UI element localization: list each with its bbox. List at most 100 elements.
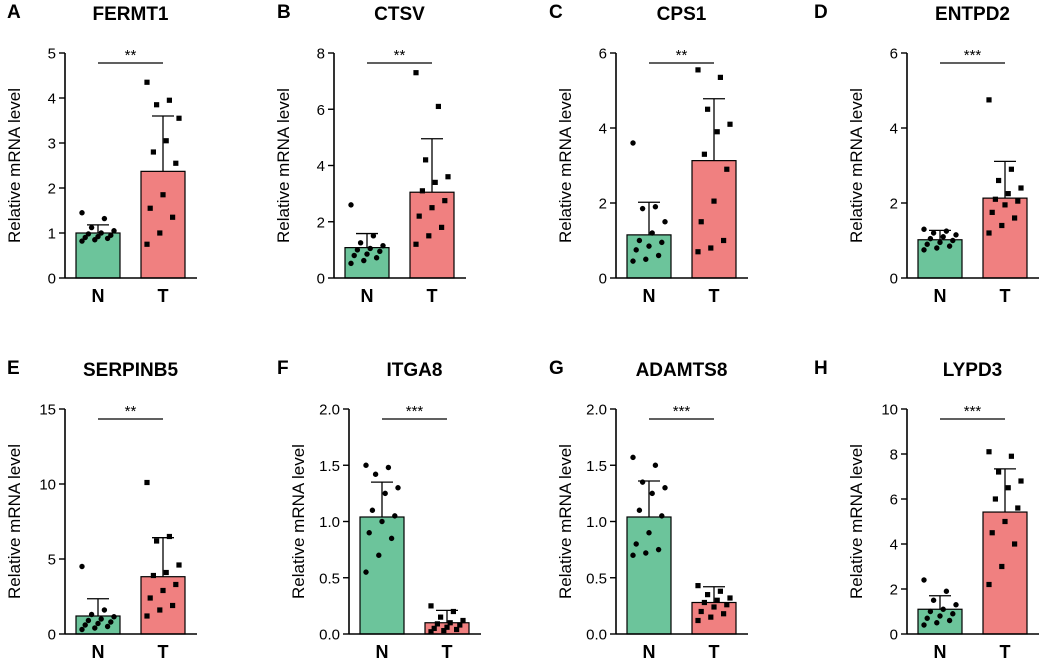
data-point-T [428, 629, 434, 635]
data-point-T [144, 479, 150, 486]
chart-title: ADAMTS8 [636, 360, 728, 381]
data-point-N [79, 563, 85, 570]
data-point-T [144, 241, 150, 247]
panel-letter: H [814, 358, 828, 379]
data-point-N [646, 530, 652, 536]
data-point-T [727, 595, 733, 601]
x-tick-label-N: N [376, 642, 389, 662]
data-point-T [727, 121, 733, 127]
panel-letter: C [549, 2, 563, 23]
data-point-N [85, 231, 92, 237]
data-point-N [88, 224, 95, 231]
data-point-N [946, 243, 953, 249]
y-tick-label: 2.0 [586, 402, 607, 419]
data-point-N [630, 552, 636, 558]
y-tick-label: 3 [48, 136, 56, 153]
data-point-N [649, 490, 655, 497]
data-point-T [1015, 505, 1021, 511]
y-axis-label: Relative mRNA level [847, 444, 866, 599]
data-point-T [711, 604, 717, 610]
y-tick-label: 0 [317, 271, 325, 288]
data-point-T [717, 588, 723, 594]
data-point-N [655, 252, 662, 259]
data-point-N [921, 622, 927, 628]
data-point-N [652, 462, 659, 468]
data-point-T [154, 538, 160, 544]
y-tick-label: 2 [48, 181, 56, 198]
bar-T [140, 170, 186, 279]
data-point-T [1018, 185, 1024, 191]
data-point-T [416, 213, 422, 219]
data-point-N [348, 202, 354, 208]
data-point-T [724, 602, 730, 608]
data-point-N [924, 615, 930, 621]
panel-letter: A [7, 2, 21, 23]
data-point-N [104, 623, 111, 630]
data-point-T [996, 469, 1002, 475]
data-point-N [372, 471, 379, 477]
data-point-N [388, 535, 395, 542]
data-point-N [630, 140, 636, 146]
data-point-T [999, 222, 1005, 229]
data-point-T [147, 205, 153, 211]
y-axis-label: Relative mRNA level [289, 444, 308, 599]
data-point-T [435, 103, 441, 110]
bar-N [917, 239, 963, 279]
data-point-T [170, 602, 176, 609]
data-point-N [363, 462, 369, 468]
data-point-N [95, 620, 101, 627]
chart-title: CTSV [374, 4, 425, 25]
data-point-T [160, 587, 166, 594]
x-tick-label-T: T [442, 642, 453, 662]
data-point-T [989, 209, 995, 215]
data-point-T [996, 177, 1002, 184]
data-point-T [1005, 191, 1011, 197]
y-tick-label: 10 [881, 402, 898, 419]
y-tick-label: 1.0 [586, 514, 607, 531]
y-axis-label: Relative mRNA level [5, 444, 24, 599]
y-tick-label: 8 [317, 46, 325, 63]
data-point-N [927, 235, 934, 242]
x-tick-label-T: T [1000, 642, 1011, 662]
data-point-N [630, 258, 636, 264]
data-point-T [428, 603, 434, 609]
y-tick-label: 6 [599, 46, 607, 63]
panel-d: D ENTPD2 Relative mRNA level 0 2 4 6 N T *** [814, 2, 1039, 306]
data-point-T [434, 621, 440, 627]
data-point-T [173, 581, 179, 588]
panel-a: A FERMT1 Relative mRNA level 0 1 2 3 4 5 N T ** [5, 2, 197, 306]
data-point-N [950, 237, 956, 244]
y-tick-label: 5 [48, 46, 56, 63]
data-point-T [426, 233, 432, 239]
data-point-T [721, 237, 727, 244]
data-point-N [85, 617, 92, 624]
significance-label: ** [125, 403, 137, 420]
data-point-N [921, 247, 927, 253]
data-point-T [166, 533, 172, 540]
data-point-T [170, 214, 176, 220]
data-point-N [382, 490, 388, 497]
data-point-T [986, 449, 992, 455]
panel-b: B CTSV Relative mRNA level 0 2 4 6 8 N T ** [274, 2, 466, 306]
data-point-T [147, 595, 153, 601]
y-tick-label: 15 [39, 402, 56, 419]
x-tick-label-N: N [643, 286, 656, 306]
data-point-N [643, 550, 649, 556]
data-point-T [986, 97, 992, 103]
data-point-T [431, 625, 437, 631]
data-point-T [695, 583, 701, 589]
y-tick-label: 2.0 [319, 402, 340, 419]
y-tick-label: 6 [890, 492, 898, 509]
panel-g: G ADAMTS8 Relative mRNA level 0.0 0.5 1.0 1.5 2… [549, 358, 748, 662]
panel-h: H LYPD3 Relative mRNA level 0 2 4 6 8 10 N T *** [814, 358, 1039, 662]
data-point-T [1012, 541, 1018, 547]
data-point-T [157, 607, 163, 613]
data-point-T [721, 611, 727, 617]
data-point-N [88, 611, 95, 618]
data-point-N [940, 606, 946, 612]
data-point-N [357, 240, 364, 246]
data-point-N [943, 228, 950, 234]
data-point-N [662, 485, 668, 491]
data-point-T [163, 569, 169, 576]
x-tick-label-N: N [92, 286, 105, 306]
